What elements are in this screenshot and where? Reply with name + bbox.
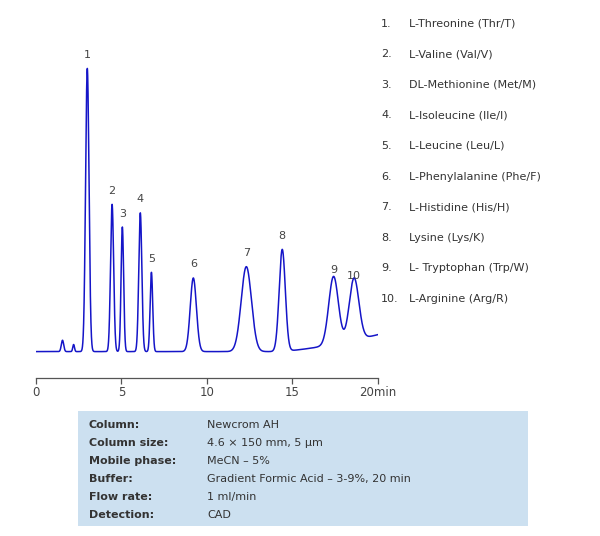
Text: 9: 9 — [330, 265, 337, 275]
Text: 4: 4 — [137, 195, 144, 204]
Text: 8.: 8. — [381, 233, 392, 243]
Text: 10: 10 — [347, 271, 361, 281]
Text: 7: 7 — [243, 248, 250, 258]
Text: 3.: 3. — [381, 80, 392, 90]
Text: Column size:: Column size: — [89, 437, 168, 448]
Text: 1 ml/min: 1 ml/min — [207, 492, 256, 502]
Text: Detection:: Detection: — [89, 510, 154, 519]
Text: 6.: 6. — [381, 172, 392, 182]
Text: 5.: 5. — [381, 141, 392, 151]
Text: 7.: 7. — [381, 202, 392, 212]
Text: 2.: 2. — [381, 49, 392, 59]
Text: CAD: CAD — [207, 510, 231, 519]
Text: 4.6 × 150 mm, 5 μm: 4.6 × 150 mm, 5 μm — [207, 437, 323, 448]
Text: DL-Methionine (Met/M): DL-Methionine (Met/M) — [402, 80, 536, 90]
Text: 4.: 4. — [381, 110, 392, 121]
Text: 9.: 9. — [381, 263, 392, 273]
Text: L-Arginine (Arg/R): L-Arginine (Arg/R) — [402, 294, 508, 304]
Text: L-Leucine (Leu/L): L-Leucine (Leu/L) — [402, 141, 505, 151]
Text: Column:: Column: — [89, 420, 140, 430]
Text: Gradient Formic Acid – 3-9%, 20 min: Gradient Formic Acid – 3-9%, 20 min — [207, 474, 411, 483]
Text: 5: 5 — [148, 254, 155, 264]
Text: 6: 6 — [190, 259, 197, 270]
Text: 1: 1 — [84, 50, 91, 60]
Text: Newcrom AH: Newcrom AH — [207, 420, 279, 430]
Text: MeCN – 5%: MeCN – 5% — [207, 456, 270, 466]
Text: 2: 2 — [109, 186, 116, 196]
Text: 10.: 10. — [381, 294, 398, 304]
Text: L-Threonine (Thr/T): L-Threonine (Thr/T) — [402, 19, 515, 29]
Text: L- Tryptophan (Trp/W): L- Tryptophan (Trp/W) — [402, 263, 529, 273]
Text: L-Phenylalanine (Phe/F): L-Phenylalanine (Phe/F) — [402, 172, 541, 182]
Text: Lysine (Lys/K): Lysine (Lys/K) — [402, 233, 485, 243]
Text: Flow rate:: Flow rate: — [89, 492, 152, 502]
Text: Mobile phase:: Mobile phase: — [89, 456, 176, 466]
Text: L-Isoleucine (Ile/I): L-Isoleucine (Ile/I) — [402, 110, 508, 121]
Text: L-Histidine (His/H): L-Histidine (His/H) — [402, 202, 509, 212]
Text: 3: 3 — [119, 209, 126, 219]
Text: 1.: 1. — [381, 19, 392, 29]
Text: Buffer:: Buffer: — [89, 474, 133, 483]
Text: L-Valine (Val/V): L-Valine (Val/V) — [402, 49, 493, 59]
Text: 8: 8 — [278, 231, 286, 241]
